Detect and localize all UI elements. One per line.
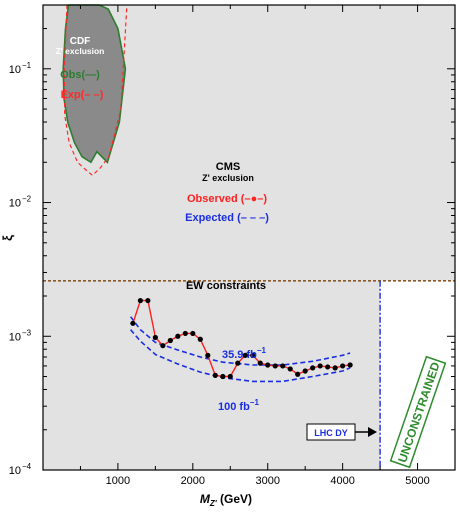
observed-point (220, 374, 225, 379)
cdf-observed-label: Obs(—) (60, 69, 100, 81)
x-tick-label: 3000 (255, 475, 279, 487)
y-tick-exponent: −3 (22, 328, 32, 337)
observed-point (198, 337, 203, 342)
observed-point (333, 365, 338, 370)
y-tick-exponent: −4 (22, 462, 32, 471)
observed-point (175, 334, 180, 339)
observed-point (258, 361, 263, 366)
observed-point (325, 364, 330, 369)
y-tick-label: 10 (9, 465, 21, 477)
observed-point (168, 338, 173, 343)
observed-point (183, 331, 188, 336)
y-tick-exponent: −1 (22, 61, 32, 70)
y-tick-label: 10 (9, 198, 21, 210)
observed-point (303, 368, 308, 373)
cms-subtitle: Z' exclusion (202, 173, 254, 183)
observed-point (310, 365, 315, 370)
observed-point (205, 353, 210, 358)
x-tick-label: 4000 (330, 475, 354, 487)
observed-point (138, 298, 143, 303)
x-tick-label: 5000 (405, 475, 429, 487)
observed-point (153, 335, 158, 340)
x-axis-label: MZ' (GeV) (200, 492, 252, 508)
observed-point (318, 363, 323, 368)
y-tick-label: 10 (9, 64, 21, 76)
cms-title: CMS (216, 161, 240, 173)
observed-point (235, 361, 240, 366)
x-tick-label: 2000 (181, 475, 205, 487)
y-axis-label: ξ (0, 235, 15, 241)
observed-point (228, 374, 233, 379)
cms-expected-legend: Expected (– – –) (185, 212, 269, 224)
observed-point (213, 373, 218, 378)
observed-point (280, 363, 285, 368)
y-tick-label: 10 (9, 331, 21, 343)
observed-point (160, 343, 165, 348)
observed-point (190, 331, 195, 336)
observed-point (295, 372, 300, 377)
observed-point (130, 321, 135, 326)
ew-constraints-label: EW constraints (186, 280, 266, 292)
cms-observed-legend: Observed (–●–) (187, 193, 267, 205)
y-tick-exponent: −2 (22, 195, 32, 204)
observed-point (145, 298, 150, 303)
x-tick-label: 1000 (106, 475, 130, 487)
lhc-dy-label: LHC DY (314, 428, 348, 438)
cdf-subtitle: Z' exclusion (56, 46, 105, 56)
observed-point (340, 363, 345, 368)
observed-point (273, 363, 278, 368)
observed-point (265, 362, 270, 367)
observed-point (288, 366, 293, 371)
observed-point (348, 362, 353, 367)
cdf-expected-label: Exp(– –) (61, 89, 104, 101)
